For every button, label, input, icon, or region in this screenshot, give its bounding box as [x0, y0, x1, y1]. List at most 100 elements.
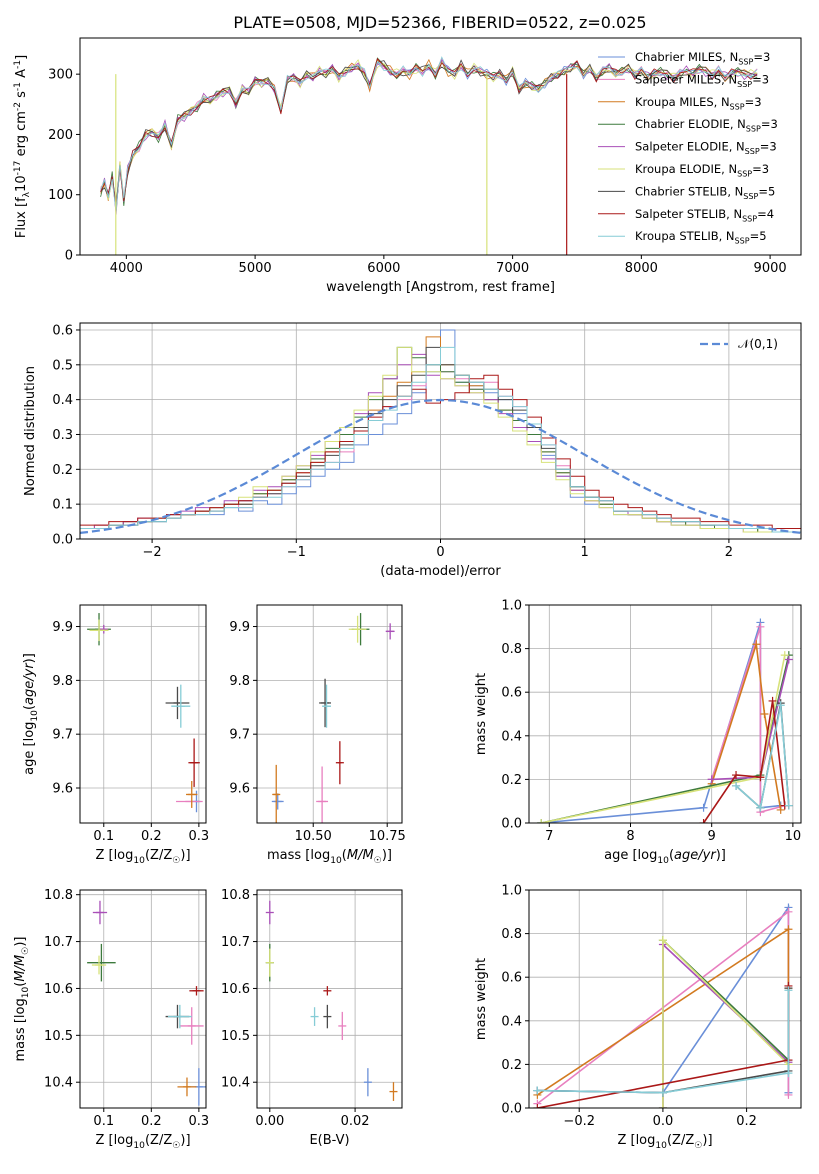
plot-area [537, 618, 793, 823]
panel-age_vs_Z: 0.1 0.2 0.3 9.6 9.7 9.8 9.9 Z [log10​(Z/Z☉​)] ag… [22, 604, 210, 866]
x-axis-label: Z [log10​(Z/Z☉​)] [617, 1133, 712, 1151]
x-tick-label: 9 [708, 829, 716, 844]
histogram-series [80, 346, 801, 533]
mass-weight-marker [760, 710, 769, 718]
y-tick-label: 0.6 [52, 323, 73, 338]
x-tick-label: 0.3 [189, 1114, 210, 1129]
legend-label: Salpeter ELODIE, NSSP​=3 [635, 140, 777, 156]
y-tick-label: 100 [48, 188, 73, 203]
mass-weight-marker [784, 907, 793, 916]
y-tick-label: 9.7 [52, 728, 73, 743]
y-tick-label: 200 [48, 128, 73, 143]
mass-weight-marker [780, 651, 789, 660]
legend-label: Kroupa MILES, NSSP​=3 [635, 95, 762, 111]
x-tick-label: 0.2 [141, 829, 162, 844]
mass-weight-line [710, 626, 786, 814]
x-tick-label: 2 [725, 545, 733, 560]
mass-weight-marker [784, 801, 793, 810]
x-tick-label: −2 [143, 545, 162, 560]
mass-weight-marker [784, 1090, 793, 1099]
y-tick-label: 10.7 [44, 935, 73, 950]
normal-curve [80, 398, 801, 534]
x-axis-label: Z [log10​(Z/Z☉​)] [95, 1133, 190, 1151]
y-axis-label: Normed distribution [23, 366, 38, 496]
x-tick-label: −0.2 [563, 1114, 595, 1129]
y-tick-label: 0.4 [501, 1014, 522, 1029]
axes-frame [528, 889, 802, 1109]
x-tick-label: 4000 [110, 261, 143, 276]
y-tick-label: 0 [65, 249, 73, 264]
x-tick-label: 10.75 [369, 829, 406, 844]
axes-frame [256, 889, 403, 1109]
y-tick-label: 9.6 [52, 782, 73, 797]
y-tick-label: 0.4 [52, 393, 73, 408]
mass-weight-marker [756, 803, 765, 812]
y-tick-label: 0.6 [501, 686, 522, 701]
y-tick-label: 0.5 [52, 358, 73, 373]
mass-weight-marker [533, 1086, 542, 1095]
x-axis-label: Z [log10​(Z/Z☉​)] [95, 848, 190, 866]
mass-weight-marker [768, 696, 777, 705]
mass-weight-marker [756, 773, 765, 782]
x-tick-label: 0.3 [189, 829, 210, 844]
x-axis-label: age [log10​(age/yr)] [604, 848, 726, 866]
axes-frame [79, 889, 207, 1109]
plot-area [80, 329, 801, 534]
y-axis-label: mass weight [474, 958, 489, 1040]
x-tick-label: 0.1 [93, 1114, 114, 1129]
x-tick-label: 0.02 [341, 1114, 370, 1129]
x-tick-label: 10 [785, 829, 802, 844]
x-tick-label: 5000 [239, 261, 272, 276]
panel-spectrum: 4000 5000 6000 7000 8000 9000 0 100 200 300 wavele… [13, 37, 802, 295]
panel-mass_vs_ebv: 0.00 0.02 10.4 10.5 10.6 10.7 10.8 E(B-V) [221, 888, 403, 1148]
plot-area [87, 900, 206, 1106]
x-tick-label: 0.00 [255, 1114, 284, 1129]
mass-weight-line [537, 990, 790, 1094]
mass-weight-marker [752, 640, 761, 649]
plot-area [271, 613, 395, 823]
mass-weight-line [735, 705, 790, 810]
y-tick-label: 1.0 [501, 884, 522, 899]
x-tick-label: 10.50 [295, 829, 332, 844]
legend-label: Kroupa STELIB, NSSP​=5 [635, 229, 767, 245]
x-tick-label: −1 [287, 545, 306, 560]
x-tick-label: 0.2 [141, 1114, 162, 1129]
x-tick-label: 9000 [754, 261, 787, 276]
mass-weight-line [710, 643, 782, 811]
x-tick-label: 0.0 [653, 1114, 674, 1129]
panel-mass_vs_Z: 0.1 0.2 0.3 10.4 10.5 10.6 10.7 10.8 Z [log10​(Z… [13, 888, 210, 1151]
y-tick-label: 1.0 [501, 599, 522, 614]
y-tick-label: 9.8 [52, 674, 73, 689]
x-tick-label: 8 [626, 829, 634, 844]
mass-weight-marker [707, 775, 716, 784]
y-tick-label: 0.2 [501, 773, 522, 788]
x-tick-label: 0 [436, 545, 444, 560]
y-axis-label: age [log10​(age/yr)] [22, 653, 40, 775]
y-axis-label: mass weight [474, 673, 489, 755]
mass-weight-marker [533, 1104, 542, 1108]
x-tick-label: 6000 [367, 261, 400, 276]
axes-frame [79, 604, 207, 824]
y-tick-label: 10.7 [221, 935, 250, 950]
y-tick-label: 10.6 [221, 982, 250, 997]
y-tick-label: 0.6 [501, 971, 522, 986]
y-tick-label: 9.9 [52, 620, 73, 635]
panel-mass_weight_vs_age: 7 8 9 10 0.0 0.2 0.4 0.6 0.8 1.0 age [log10​(age/y… [474, 599, 802, 866]
plot-area [533, 903, 793, 1108]
x-tick-label: 0.2 [736, 1114, 757, 1129]
legend-label: Chabrier ELODIE, NSSP​=3 [635, 117, 778, 133]
legend-label: Chabrier MILES, NSSP​=3 [635, 50, 770, 66]
axes-frame [256, 604, 403, 824]
axes-frame [528, 604, 802, 824]
panel-mass_weight_vs_Z: −0.2 0.0 0.2 0.0 0.2 0.4 0.6 0.8 1.0 Z [log10​(Z/… [474, 884, 802, 1151]
y-tick-label: 10.5 [221, 1029, 250, 1044]
legend-label: Salpeter MILES, NSSP​=3 [635, 72, 769, 88]
x-axis-label: mass [log10​(M/M☉​)] [267, 848, 392, 866]
plot-area [100, 56, 758, 255]
mass-weight-marker [658, 936, 667, 945]
y-tick-label: 10.6 [44, 982, 73, 997]
y-tick-label: 0.0 [52, 533, 73, 548]
mass-weight-marker [537, 819, 546, 823]
y-tick-label: 0.1 [52, 498, 73, 513]
